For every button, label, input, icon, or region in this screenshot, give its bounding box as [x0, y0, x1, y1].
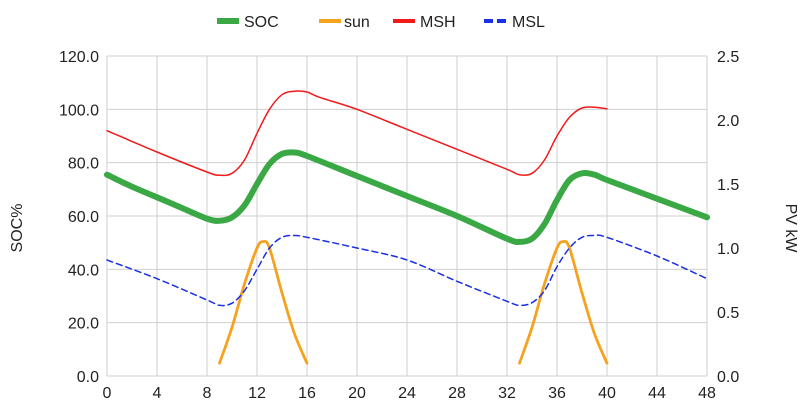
- y-tick-label-right: 0.0: [717, 369, 739, 386]
- x-tick-label: 4: [153, 385, 162, 402]
- y-tick-label-right: 0.5: [717, 305, 739, 322]
- x-tick-label: 36: [548, 385, 566, 402]
- y-tick-label-left: 80.0: [68, 156, 99, 173]
- x-tick-label: 8: [203, 385, 212, 402]
- y-tick-label-left: 40.0: [68, 262, 99, 279]
- y-tick-label-right: 1.5: [717, 177, 739, 194]
- right-axis-ticks: 0.0 0.5 1.0 1.5 2.0 2.5: [717, 49, 739, 386]
- legend-label-msh: MSH: [420, 14, 456, 31]
- left-axis-ticks: 0.0 20.0 40.0 60.0 80.0 100.0 120.0: [59, 49, 99, 386]
- x-tick-label: 0: [103, 385, 112, 402]
- x-tick-label: 24: [398, 385, 416, 402]
- x-tick-label: 16: [298, 385, 316, 402]
- y-tick-label-left: 120.0: [59, 49, 99, 66]
- x-tick-label: 32: [498, 385, 516, 402]
- y-axis-title-right: PV kW: [782, 204, 799, 254]
- y-tick-label-right: 1.0: [717, 241, 739, 258]
- y-tick-label-left: 0.0: [77, 369, 99, 386]
- y-tick-label-left: 100.0: [59, 102, 99, 119]
- y-tick-label-right: 2.0: [717, 113, 739, 130]
- x-tick-label: 48: [698, 385, 716, 402]
- series-line-sun: [218, 239, 309, 365]
- series-line-sun: [518, 239, 609, 365]
- y-tick-label-left: 20.0: [68, 316, 99, 333]
- x-tick-label: 40: [598, 385, 616, 402]
- x-tick-label: 28: [448, 385, 466, 402]
- legend-label-msl: MSL: [512, 14, 545, 31]
- x-tick-label: 20: [348, 385, 366, 402]
- x-tick-label: 44: [648, 385, 666, 402]
- series-lines: [104, 90, 710, 365]
- y-tick-label-right: 2.5: [717, 49, 739, 66]
- legend-label-soc: SOC: [244, 14, 279, 31]
- legend: SOC sun MSH MSL: [217, 14, 545, 31]
- y-axis-title-left: SOC%: [9, 204, 26, 253]
- legend-label-sun: sun: [344, 14, 370, 31]
- x-tick-label: 12: [248, 385, 266, 402]
- y-tick-label-left: 60.0: [68, 209, 99, 226]
- series-line-soc: [104, 149, 710, 246]
- series-line-msh: [106, 90, 608, 177]
- series-line-msl: [106, 234, 708, 307]
- x-axis-ticks: 0 4 8 12 16 20 24 28 32 36 40 44 48: [103, 385, 716, 402]
